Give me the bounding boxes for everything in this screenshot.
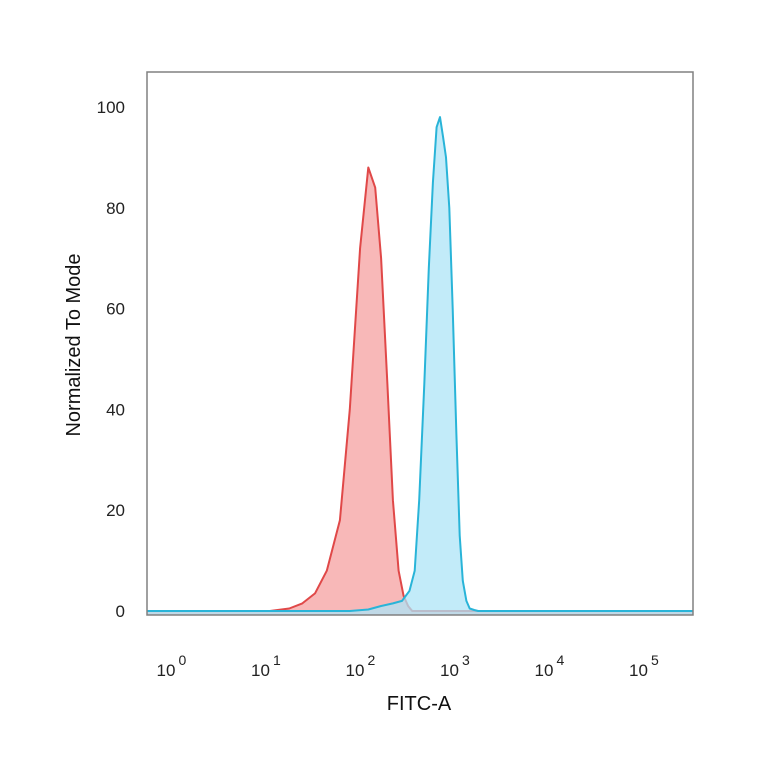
plot-frame: [146, 71, 694, 616]
series-2-line: [147, 116, 693, 612]
y-axis-ticks: 0 20 40 60 80 100: [97, 98, 125, 621]
x-tick-label: 103: [440, 652, 470, 680]
series-2-area: [147, 117, 693, 615]
series-1-line: [147, 166, 693, 612]
y-tick-label: 100: [97, 98, 125, 117]
y-axis-label: Normalized To Mode: [63, 253, 85, 436]
x-tick-label: 104: [535, 652, 565, 680]
x-tick-label: 101: [251, 652, 281, 680]
y-tick-label: 0: [116, 602, 125, 621]
x-tick-label: 100: [157, 652, 187, 680]
x-tick-label: 102: [346, 652, 376, 680]
x-tick-label: 105: [629, 652, 659, 680]
x-axis-label: FITC-A: [387, 693, 452, 715]
y-tick-label: 80: [106, 199, 125, 218]
x-axis-ticks: 100 101 102 103 104 105: [157, 652, 659, 680]
y-tick-label: 40: [106, 400, 125, 419]
series-layer: [147, 116, 693, 615]
y-tick-label: 20: [106, 501, 125, 520]
y-tick-label: 60: [106, 300, 125, 319]
